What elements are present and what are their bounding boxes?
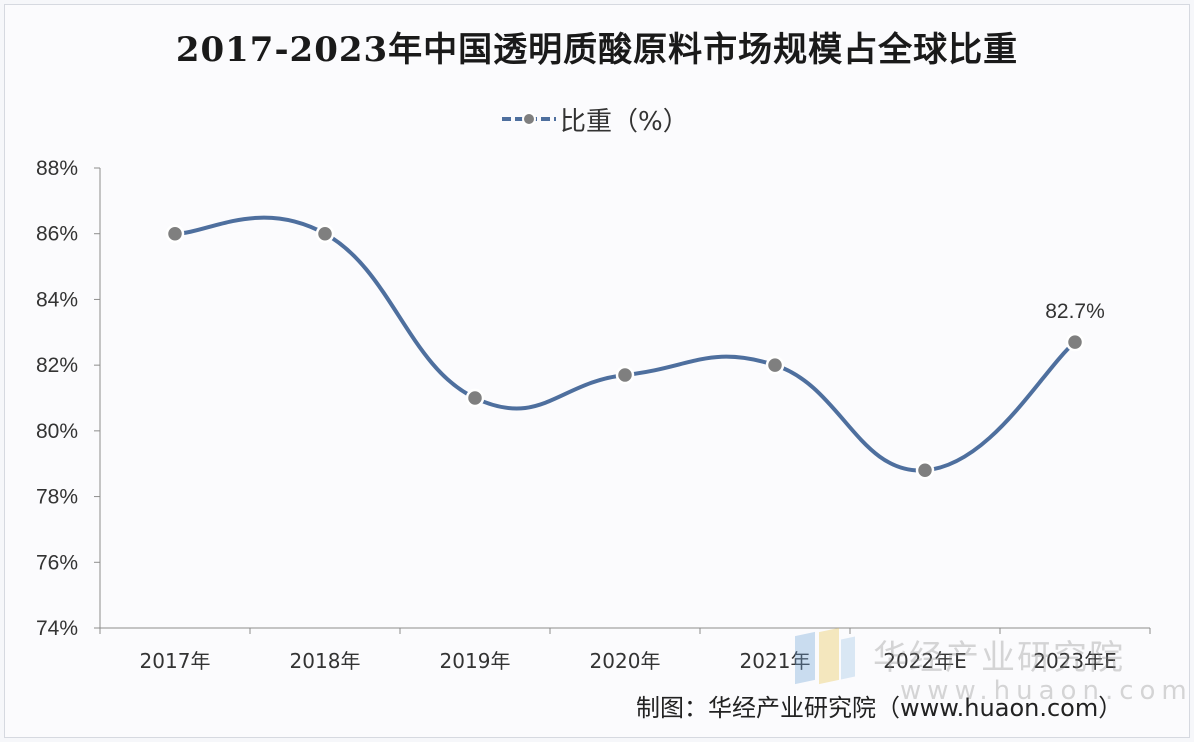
data-point	[765, 355, 785, 375]
x-tick-label: 2017年	[140, 649, 211, 673]
chart-title: 2017-2023年中国透明质酸原料市场规模占全球比重	[175, 30, 1019, 70]
data-point	[915, 461, 935, 480]
y-tick-label: 82%	[36, 354, 78, 377]
x-tick-label: 2018年	[290, 649, 361, 673]
legend-label: 比重（%）	[560, 106, 689, 137]
y-tick-label: 78%	[36, 486, 78, 509]
y-tick-label: 84%	[36, 288, 78, 311]
watermark: 华经产业研究院	[795, 627, 1125, 688]
y-tick-label: 88%	[36, 157, 78, 180]
y-tick-label: 74%	[36, 617, 78, 640]
data-point	[165, 224, 185, 243]
y-tick-label: 86%	[36, 223, 78, 246]
x-tick-label: 2022年E	[883, 649, 967, 673]
x-tick-label: 2019年	[440, 649, 511, 673]
x-tick-label: 2021年	[740, 649, 811, 673]
data-point	[615, 365, 635, 385]
series-line	[173, 215, 1077, 473]
watermark-url: www.huaon.com	[900, 676, 1193, 706]
data-label: 82.7%	[1045, 300, 1105, 323]
watermark-brand: 华经产业研究院	[873, 638, 1125, 678]
watermark-logo-icon	[795, 627, 859, 688]
legend-swatch	[502, 112, 556, 126]
x-tick-label: 2023年E	[1033, 649, 1117, 673]
data-point	[315, 224, 335, 243]
data-point	[465, 388, 485, 408]
y-tick-label: 76%	[36, 551, 78, 574]
source-note: 制图：华经产业研究院（www.huaon.com）	[636, 694, 1123, 722]
y-tick-label: 80%	[36, 420, 78, 443]
data-point	[1065, 332, 1085, 352]
x-tick-label: 2020年	[590, 649, 661, 673]
chart-legend: 比重（%）	[500, 104, 689, 137]
